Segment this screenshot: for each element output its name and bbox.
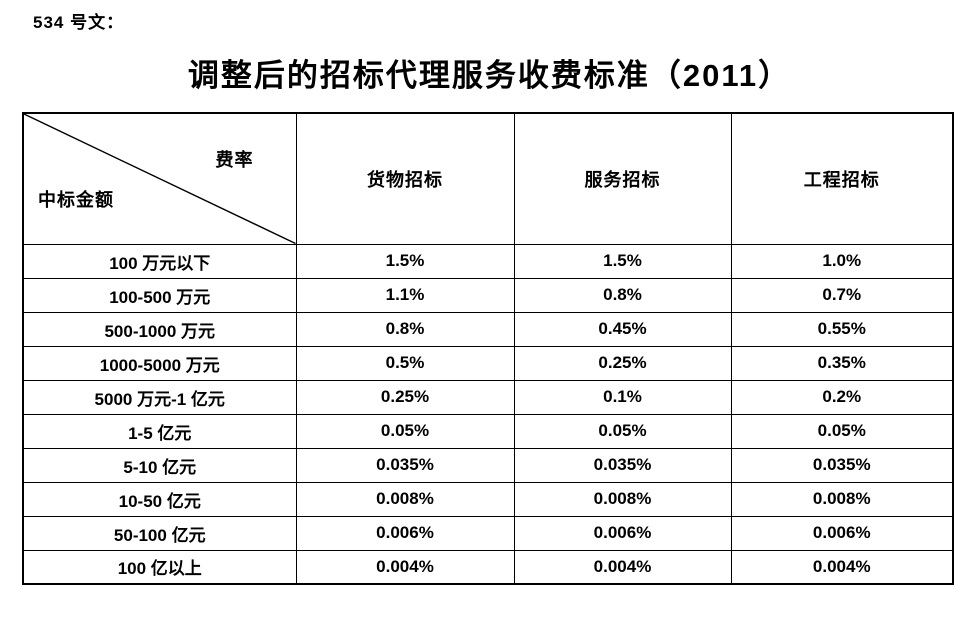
- rate-cell: 0.035%: [513, 447, 732, 483]
- rate-cell: 0.006%: [730, 515, 954, 551]
- table-row: 5000 万元-1 亿元 0.25% 0.1% 0.2%: [22, 379, 954, 415]
- diagonal-divider: [24, 114, 296, 244]
- rate-cell: 0.45%: [513, 311, 732, 347]
- rate-cell: 0.5%: [295, 345, 515, 381]
- rate-cell: 0.008%: [295, 481, 515, 517]
- table-row: 50-100 亿元 0.006% 0.006% 0.006%: [22, 515, 954, 551]
- row-label-cell: 1-5 亿元: [22, 413, 297, 449]
- rate-cell: 0.004%: [730, 549, 954, 585]
- doc-number: 534 号文：: [33, 13, 125, 32]
- table-row: 1-5 亿元 0.05% 0.05% 0.05%: [22, 413, 954, 449]
- rate-cell: 0.035%: [295, 447, 515, 483]
- row-label-cell: 500-1000 万元: [22, 311, 297, 347]
- corner-fee-label: 费率: [215, 150, 254, 170]
- rate-cell: 0.035%: [730, 447, 954, 483]
- table-row: 100 亿以上 0.004% 0.004% 0.004%: [22, 549, 954, 585]
- rate-cell: 1.0%: [730, 243, 954, 279]
- header-row: 费率 中标金额 货物招标 服务招标 工程招标: [22, 112, 954, 245]
- fee-rate-table: 费率 中标金额 货物招标 服务招标 工程招标 100 万元以下 1.5% 1.5…: [22, 112, 954, 585]
- row-label-cell: 1000-5000 万元: [22, 345, 297, 381]
- column-header-goods: 货物招标: [295, 112, 515, 245]
- page-title: 调整后的招标代理服务收费标准（2011）: [187, 58, 792, 93]
- rate-cell: 0.25%: [513, 345, 732, 381]
- rate-cell: 1.5%: [513, 243, 732, 279]
- rate-cell: 0.05%: [730, 413, 954, 449]
- column-header-engineering: 工程招标: [730, 112, 954, 245]
- table-row: 100-500 万元 1.1% 0.8% 0.7%: [22, 277, 954, 313]
- rate-cell: 0.008%: [730, 481, 954, 517]
- table-row: 5-10 亿元 0.035% 0.035% 0.035%: [22, 447, 954, 483]
- rate-cell: 0.35%: [730, 345, 954, 381]
- rate-cell: 0.55%: [730, 311, 954, 347]
- table-row: 500-1000 万元 0.8% 0.45% 0.55%: [22, 311, 954, 347]
- rate-cell: 0.25%: [295, 379, 515, 415]
- rate-cell: 0.1%: [513, 379, 732, 415]
- rate-cell: 0.7%: [730, 277, 954, 313]
- rate-cell: 0.2%: [730, 379, 954, 415]
- row-label-cell: 5000 万元-1 亿元: [22, 379, 297, 415]
- rate-cell: 1.5%: [295, 243, 515, 279]
- table-row: 1000-5000 万元 0.5% 0.25% 0.35%: [22, 345, 954, 381]
- rate-cell: 0.8%: [513, 277, 732, 313]
- rate-cell: 0.004%: [513, 549, 732, 585]
- row-label-cell: 100 万元以下: [22, 243, 297, 279]
- rate-cell: 0.05%: [295, 413, 515, 449]
- rate-cell: 0.006%: [295, 515, 515, 551]
- rate-cell: 1.1%: [295, 277, 515, 313]
- rate-cell: 0.05%: [513, 413, 732, 449]
- row-label-cell: 100 亿以上: [22, 549, 297, 585]
- row-label-cell: 10-50 亿元: [22, 481, 297, 517]
- rate-cell: 0.004%: [295, 549, 515, 585]
- row-label-cell: 50-100 亿元: [22, 515, 297, 551]
- row-label-cell: 5-10 亿元: [22, 447, 297, 483]
- rate-cell: 0.008%: [513, 481, 732, 517]
- corner-amount-label: 中标金额: [38, 189, 114, 210]
- column-header-services: 服务招标: [513, 112, 732, 245]
- corner-header-cell: 费率 中标金额: [22, 112, 297, 245]
- table-row: 10-50 亿元 0.008% 0.008% 0.008%: [22, 481, 954, 517]
- rate-cell: 0.006%: [513, 515, 732, 551]
- table-row: 100 万元以下 1.5% 1.5% 1.0%: [22, 243, 954, 279]
- rate-cell: 0.8%: [295, 311, 515, 347]
- row-label-cell: 100-500 万元: [22, 277, 297, 313]
